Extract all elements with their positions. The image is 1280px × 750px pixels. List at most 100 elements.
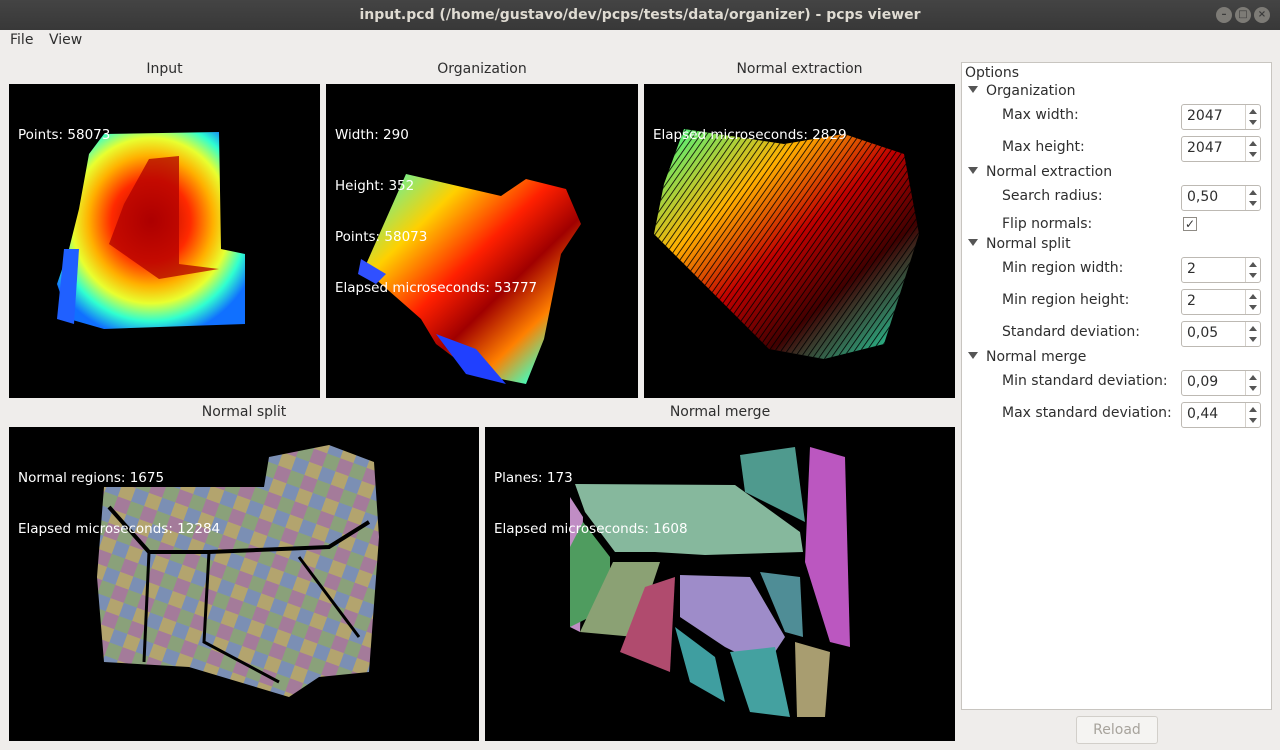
stat-line: Points: 58073: [335, 229, 428, 245]
input-view[interactable]: Points: 58073: [9, 84, 320, 398]
spin-arrows[interactable]: [1245, 186, 1260, 210]
organization-view[interactable]: Width: 290 Height: 352 Points: 58073 Ela…: [326, 84, 638, 398]
spin-up-icon[interactable]: [1249, 109, 1257, 114]
spin-value: 0,09: [1187, 374, 1219, 390]
normal-merge-stats: Planes: 173 Elapsed microseconds: 1608: [494, 436, 688, 572]
window-title: input.pcd (/home/gustavo/dev/pcps/tests/…: [359, 7, 921, 23]
reload-button[interactable]: Reload: [1076, 716, 1158, 744]
section-label: Normal split: [986, 236, 1071, 252]
stat-line: Normal regions: 1675: [18, 470, 165, 486]
max-std-label: Max standard deviation:: [1002, 405, 1172, 421]
spin-down-icon[interactable]: [1249, 152, 1257, 157]
spin-down-icon[interactable]: [1249, 337, 1257, 342]
minimize-icon[interactable]: –: [1216, 7, 1232, 23]
spin-arrows[interactable]: [1245, 258, 1260, 282]
stat-line: Height: 352: [335, 178, 415, 194]
spin-value: 0,44: [1187, 406, 1219, 422]
stat-line: Width: 290: [335, 127, 409, 143]
spin-down-icon[interactable]: [1249, 305, 1257, 310]
window-controls: – □ ×: [1216, 7, 1270, 23]
spin-arrows[interactable]: [1245, 105, 1260, 129]
spin-up-icon[interactable]: [1249, 294, 1257, 299]
spin-arrows[interactable]: [1245, 371, 1260, 395]
section-normal-merge[interactable]: Normal merge: [968, 349, 1086, 365]
organization-stats: Width: 290 Height: 352 Points: 58073 Ela…: [335, 93, 537, 331]
spin-down-icon[interactable]: [1249, 120, 1257, 125]
spin-arrows[interactable]: [1245, 322, 1260, 346]
chevron-down-icon[interactable]: [968, 86, 978, 93]
spin-down-icon[interactable]: [1249, 418, 1257, 423]
stat-line: Elapsed microseconds: 53777: [335, 280, 538, 296]
chevron-down-icon[interactable]: [968, 167, 978, 174]
min-std-label: Min standard deviation:: [1002, 373, 1168, 389]
section-label: Normal extraction: [986, 164, 1113, 180]
stat-line: Elapsed microseconds: 12284: [18, 521, 221, 537]
options-panel: Options Organization Max width: 2047 Max…: [961, 62, 1272, 710]
chevron-down-icon[interactable]: [968, 239, 978, 246]
stat-line: Elapsed microseconds: 2829: [653, 127, 847, 143]
min-std-spinbox[interactable]: 0,09: [1181, 370, 1261, 396]
normal-extraction-view[interactable]: Elapsed microseconds: 2829: [644, 84, 955, 398]
close-icon[interactable]: ×: [1254, 7, 1270, 23]
max-height-label: Max height:: [1002, 139, 1085, 155]
section-normal-split[interactable]: Normal split: [968, 236, 1071, 252]
min-region-width-label: Min region width:: [1002, 260, 1124, 276]
max-width-label: Max width:: [1002, 107, 1079, 123]
spin-down-icon[interactable]: [1249, 386, 1257, 391]
spin-arrows[interactable]: [1245, 403, 1260, 427]
stat-line: Planes: 173: [494, 470, 573, 486]
search-radius-label: Search radius:: [1002, 188, 1103, 204]
spin-up-icon[interactable]: [1249, 190, 1257, 195]
normals-visualization: [654, 129, 919, 359]
spin-value: 2: [1187, 261, 1196, 277]
spin-down-icon[interactable]: [1249, 273, 1257, 278]
input-title: Input: [146, 61, 183, 77]
max-height-spinbox[interactable]: 2047: [1181, 136, 1261, 162]
normal-extraction-title: Normal extraction: [736, 61, 863, 77]
spin-up-icon[interactable]: [1249, 262, 1257, 267]
spin-value: 2047: [1187, 108, 1223, 124]
stat-line: Elapsed microseconds: 1608: [494, 521, 688, 537]
normal-extraction-stats: Elapsed microseconds: 2829: [653, 93, 847, 178]
planes-visualization: [570, 447, 850, 717]
min-region-height-label: Min region height:: [1002, 292, 1130, 308]
section-organization[interactable]: Organization: [968, 83, 1076, 99]
max-std-spinbox[interactable]: 0,44: [1181, 402, 1261, 428]
normal-split-title: Normal split: [201, 404, 287, 420]
spin-up-icon[interactable]: [1249, 326, 1257, 331]
menu-bar: File View: [0, 30, 1280, 52]
organization-title: Organization: [437, 61, 527, 77]
spin-arrows[interactable]: [1245, 137, 1260, 161]
spin-up-icon[interactable]: [1249, 375, 1257, 380]
chevron-down-icon[interactable]: [968, 352, 978, 359]
min-region-height-spinbox[interactable]: 2: [1181, 289, 1261, 315]
spin-value: 2047: [1187, 140, 1223, 156]
spin-down-icon[interactable]: [1249, 201, 1257, 206]
normal-regions-visualization: [97, 445, 379, 697]
maximize-icon[interactable]: □: [1235, 7, 1251, 23]
spin-up-icon[interactable]: [1249, 407, 1257, 412]
max-width-spinbox[interactable]: 2047: [1181, 104, 1261, 130]
menu-view[interactable]: View: [49, 32, 83, 48]
normal-merge-view[interactable]: Planes: 173 Elapsed microseconds: 1608: [485, 427, 955, 741]
title-bar: input.pcd (/home/gustavo/dev/pcps/tests/…: [0, 0, 1280, 30]
spin-up-icon[interactable]: [1249, 141, 1257, 146]
normal-split-view[interactable]: Normal regions: 1675 Elapsed microsecond…: [9, 427, 479, 741]
spin-value: 2: [1187, 293, 1196, 309]
flip-normals-checkbox[interactable]: ✓: [1183, 217, 1197, 231]
search-radius-spinbox[interactable]: 0,50: [1181, 185, 1261, 211]
min-region-width-spinbox[interactable]: 2: [1181, 257, 1261, 283]
section-normal-extraction[interactable]: Normal extraction: [968, 164, 1112, 180]
input-point-cloud: [57, 132, 245, 329]
flip-normals-label: Flip normals:: [1002, 216, 1093, 232]
section-label: Normal merge: [986, 349, 1087, 365]
options-title: Options: [965, 65, 1020, 81]
input-stats: Points: 58073: [18, 93, 110, 178]
section-label: Organization: [986, 83, 1076, 99]
spin-value: 0,05: [1187, 325, 1219, 341]
organization-point-cloud: [358, 174, 581, 384]
menu-file[interactable]: File: [10, 32, 34, 48]
std-dev-label: Standard deviation:: [1002, 324, 1140, 340]
std-dev-spinbox[interactable]: 0,05: [1181, 321, 1261, 347]
spin-arrows[interactable]: [1245, 290, 1260, 314]
